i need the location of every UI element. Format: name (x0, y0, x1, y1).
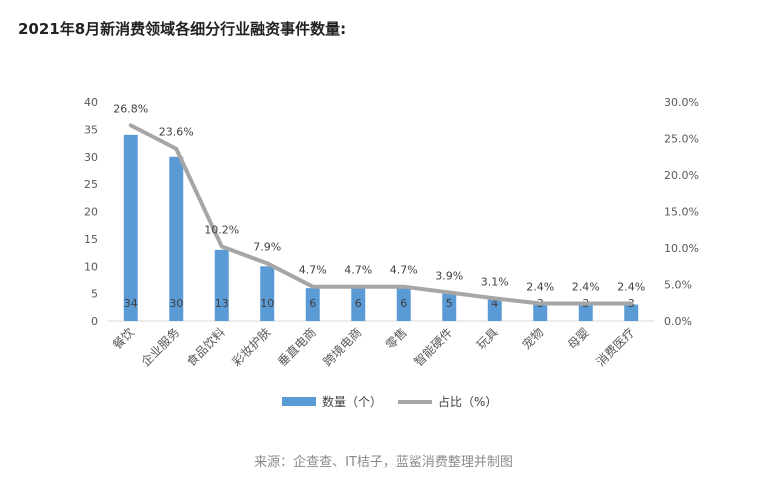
x-category-label: 玩具 (474, 325, 501, 352)
bar (578, 304, 593, 321)
y-left-tick-label: 20 (84, 206, 98, 219)
y-right-tick-label: 15.0% (664, 206, 699, 219)
bar-value-label: 6 (355, 297, 362, 310)
bar-value-label: 13 (215, 297, 229, 310)
y-right-tick-label: 10.0% (664, 242, 699, 255)
x-category-label: 宠物 (519, 325, 547, 353)
bar-value-label: 5 (446, 297, 453, 310)
x-category-label: 企业服务 (138, 325, 183, 370)
bar-value-label: 6 (309, 297, 316, 310)
y-left-tick-label: 25 (84, 178, 98, 191)
line-point-label: 2.4% (617, 280, 645, 293)
y-right-tick-label: 20.0% (664, 169, 699, 182)
bar-value-label: 34 (124, 297, 138, 310)
bar (533, 304, 548, 321)
x-category-label: 消费医疗 (594, 325, 638, 369)
bar-value-label: 30 (169, 297, 183, 310)
line-point-label: 2.4% (526, 280, 554, 293)
bar (487, 299, 502, 321)
bar (624, 304, 639, 321)
y-right-tick-label: 0.0% (664, 315, 692, 328)
bar-value-label: 10 (260, 297, 274, 310)
bar (442, 293, 457, 321)
page-title: 2021年8月新消费领域各细分行业融资事件数量: (18, 20, 347, 38)
y-left-tick-label: 15 (84, 233, 98, 246)
x-category-label: 零售 (382, 325, 410, 353)
x-category-label: 母婴 (565, 325, 592, 352)
x-category-label: 智能硬件 (411, 325, 456, 370)
legend-bar-label: 数量（个） (322, 394, 382, 409)
y-left-tick-label: 35 (84, 123, 98, 136)
x-category-label: 垂直电商 (274, 325, 319, 370)
y-left-tick-label: 30 (84, 151, 98, 164)
y-right-tick-label: 5.0% (664, 279, 692, 292)
bar (260, 266, 275, 321)
line-point-label: 26.8% (113, 102, 148, 115)
y-left-tick-label: 5 (91, 288, 98, 301)
source-note: 来源：企查查、IT桔子，蓝鲨消费整理并制图 (254, 455, 513, 470)
x-category-label: 食品饮料 (183, 325, 228, 370)
y-right-tick-label: 30.0% (664, 96, 699, 109)
line-point-label: 3.1% (481, 275, 509, 288)
line-point-label: 10.2% (204, 224, 239, 237)
bar (351, 288, 366, 321)
bar-value-label: 4 (491, 297, 498, 310)
line-point-label: 7.9% (253, 240, 281, 253)
y-left-tick-label: 40 (84, 96, 98, 109)
bar (396, 288, 411, 321)
line-point-label: 4.7% (299, 264, 327, 277)
line-point-label: 4.7% (390, 264, 418, 277)
bar-value-label: 6 (400, 297, 407, 310)
bar (123, 134, 138, 321)
line-point-label: 23.6% (159, 126, 194, 139)
y-right-tick-label: 25.0% (664, 133, 699, 146)
x-category-label: 彩妆护肤 (229, 325, 274, 370)
legend-line-label: 占比（%） (438, 394, 497, 409)
x-category-label: 餐饮 (109, 325, 137, 353)
bar (305, 288, 320, 321)
y-left-tick-label: 10 (84, 260, 98, 273)
series-line (128, 123, 634, 306)
x-category-label: 跨境电商 (320, 325, 365, 370)
line-point-label: 2.4% (572, 280, 600, 293)
bar (169, 156, 184, 321)
legend-bar-swatch (282, 397, 316, 406)
line-point-label: 4.7% (344, 264, 372, 277)
bar (214, 249, 229, 321)
line-point-label: 3.9% (435, 270, 463, 283)
y-left-tick-label: 0 (91, 315, 98, 328)
